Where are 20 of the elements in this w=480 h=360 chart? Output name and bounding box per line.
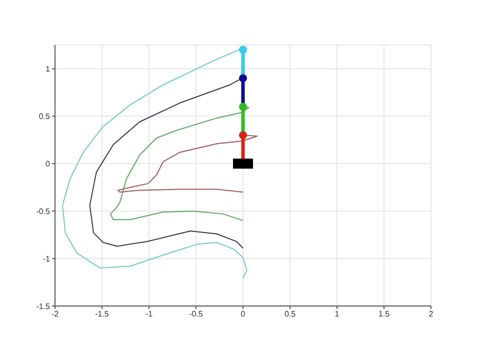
y-tick-label: -1 [42,254,51,264]
x-tick-label: -2 [51,310,60,319]
x-tick-label: 0 [240,310,246,319]
x-tick-label: 2 [428,310,434,319]
x-tick-label: -1 [145,310,154,319]
y-tick-label: 1 [46,64,51,74]
x-tick-label: -0.5 [189,310,204,319]
line-series [62,47,248,279]
point [239,131,247,140]
point [239,102,247,111]
point [239,74,247,82]
x-tick-label: 1 [334,310,340,319]
x-tick-label: -1.5 [95,310,110,319]
point [239,46,247,54]
y-tick-label: 0 [46,159,51,168]
x-tick-label: 0.5 [284,310,296,319]
y-tick-label: -0.5 [36,206,51,216]
y-tick-label: -1.5 [36,302,51,311]
x-tick-label: 1.5 [378,310,390,319]
y-tick-label: 0.5 [38,112,51,122]
